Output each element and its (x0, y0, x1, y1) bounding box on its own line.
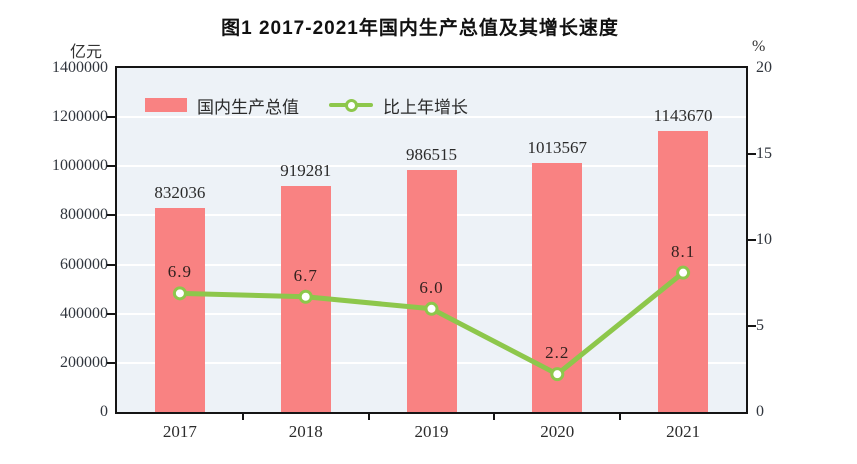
x-axis-label: 2019 (414, 422, 449, 441)
x-axis-tick (619, 412, 622, 420)
x-axis-tick (367, 412, 370, 420)
line-point-marker (550, 367, 565, 382)
bar-value-label: 986515 (406, 144, 457, 164)
left-axis-tick-label: 1200000 (52, 108, 108, 126)
right-axis-tick (747, 239, 756, 241)
left-axis-unit: 亿元 (69, 44, 102, 61)
legend-line-label: 比上年增长 (383, 97, 468, 117)
legend-bar-swatch-icon (145, 98, 187, 112)
left-axis-tick (107, 312, 116, 315)
x-axis-label: 2021 (666, 422, 701, 441)
right-axis-tick-label: 10 (756, 231, 772, 248)
x-axis-label: 2018 (288, 422, 323, 441)
line-point-label: 6.9 (167, 262, 193, 282)
left-axis-tick-label: 0 (100, 403, 108, 420)
right-axis-tick (747, 325, 756, 327)
legend: 国内生产总值 比上年增长 (145, 95, 468, 117)
left-axis-tick (107, 116, 116, 119)
right-axis-tick (747, 153, 756, 155)
bar-value-label: 1143670 (653, 105, 713, 125)
left-axis-tick (107, 214, 116, 217)
left-axis-tick-label: 1000000 (52, 157, 108, 175)
line-point-label: 6.0 (419, 277, 444, 297)
line-point-label: 2.2 (545, 343, 570, 363)
bar-value-label: 1013567 (527, 137, 588, 157)
x-axis-tick (241, 412, 244, 420)
left-axis-tick-label: 400000 (60, 304, 108, 322)
legend-bar-label: 国内生产总值 (197, 97, 299, 117)
line-point-marker (172, 286, 187, 301)
left-axis-tick (107, 263, 116, 266)
right-axis-tick-label: 15 (756, 145, 772, 162)
x-axis-tick (493, 412, 496, 420)
bar (154, 207, 205, 412)
bar-value-label: 832036 (154, 182, 206, 202)
x-axis-label: 2020 (540, 422, 575, 441)
left-axis-tick-label: 600000 (60, 255, 108, 273)
left-axis-tick (107, 361, 116, 364)
right-axis-tick-label: 5 (756, 317, 764, 334)
left-axis-tick-label: 1400000 (52, 59, 108, 76)
line-point-label: 6.7 (293, 265, 318, 285)
legend-line-marker-icon (329, 98, 373, 112)
line-point-marker (676, 265, 691, 280)
bar (406, 169, 457, 412)
plot-area: 国内生产总值 比上年增长 (117, 68, 746, 412)
left-axis-tick (107, 165, 116, 168)
growth-line (172, 265, 691, 382)
gridline (117, 116, 746, 119)
chart-title: 图1 2017-2021年国内生产总值及其增长速度 (221, 18, 619, 39)
right-axis-tick-label: 0 (756, 403, 764, 420)
left-axis-tick-label: 200000 (60, 353, 108, 371)
line-point-marker (424, 301, 439, 316)
gridline (117, 165, 746, 168)
right-axis-unit: % (752, 38, 766, 55)
x-axis-label: 2017 (162, 422, 197, 441)
left-axis-tick-label: 800000 (60, 206, 108, 224)
line-point-marker (298, 289, 313, 304)
line-point-label: 8.1 (670, 241, 696, 261)
bar-value-label: 919281 (280, 161, 332, 181)
right-axis-tick-label: 20 (756, 59, 772, 76)
